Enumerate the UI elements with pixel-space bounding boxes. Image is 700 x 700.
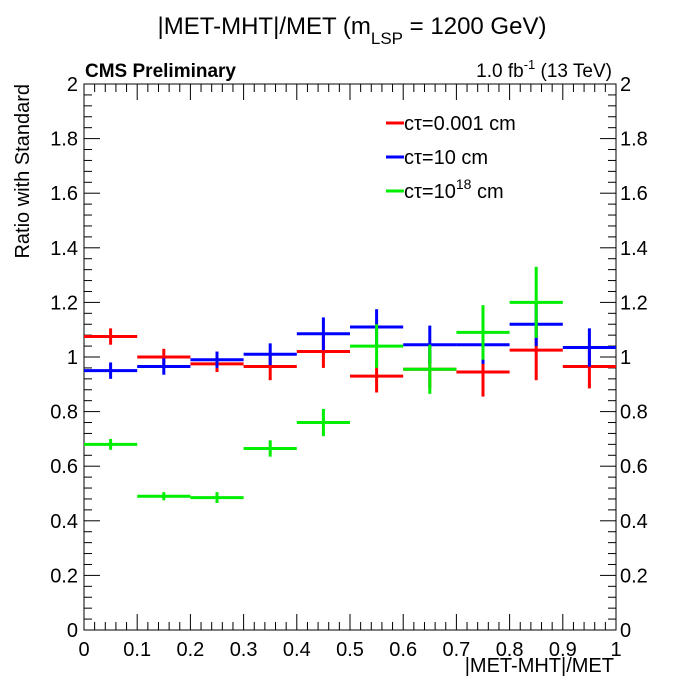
x-tick-label: 0	[78, 639, 89, 661]
y-tick-label: 2	[67, 74, 78, 96]
legend-label-series-2: cτ=10 cm	[404, 147, 488, 169]
y-tick-label-right: 0.6	[620, 456, 648, 478]
legend-label-series-3: cτ=1018 cm	[404, 176, 504, 203]
y-tick-label-right: 1.4	[620, 238, 648, 260]
series-1	[84, 320, 616, 397]
y-tick-label-right: 0.4	[620, 511, 648, 533]
x-tick-label: 0.3	[230, 639, 258, 661]
x-tick-label: 0.1	[123, 639, 151, 661]
chart-title: |MET-MHT|/MET (mLSP = 1200 GeV)	[158, 13, 547, 48]
y-tick-label: 1	[67, 347, 78, 369]
data-marks	[84, 266, 616, 504]
y-tick-label: 0.2	[50, 565, 78, 587]
legend-entry-series-3: cτ=1018 cm	[386, 176, 504, 203]
y-tick-label-right: 1.2	[620, 292, 648, 314]
x-tick-label: 0.6	[389, 639, 417, 661]
y-tick-label: 1.2	[50, 292, 78, 314]
luminosity-label: 1.0 fb-1 (13 TeV)	[476, 57, 612, 82]
cms-preliminary-label: CMS Preliminary	[85, 61, 236, 82]
x-axis-label: |MET-MHT|/MET	[465, 655, 614, 677]
y-tick-label: 0.6	[50, 456, 78, 478]
x-tick-label: 0.8	[496, 639, 524, 661]
x-tick-label: 0.2	[176, 639, 204, 661]
y-tick-label-right: 1	[620, 347, 631, 369]
y-tick-label: 1.8	[50, 129, 78, 151]
legend-entry-series-2: cτ=10 cm	[386, 147, 488, 169]
x-tick-label: 0.4	[283, 639, 311, 661]
legend-entry-series-1: cτ=0.001 cm	[386, 113, 516, 135]
y-tick-label: 1.6	[50, 183, 78, 205]
legend-label-series-1: cτ=0.001 cm	[404, 113, 516, 135]
y-tick-label-right: 0	[620, 620, 631, 642]
y-tick-label: 0	[67, 620, 78, 642]
y-tick-label-right: 1.8	[620, 129, 648, 151]
y-tick-label: 1.4	[50, 238, 78, 260]
series-3	[84, 266, 563, 504]
series-2	[84, 302, 616, 379]
x-tick-label: 0.5	[336, 639, 364, 661]
y-tick-label: 0.8	[50, 402, 78, 424]
x-tick-label: 1	[610, 639, 621, 661]
legend: cτ=0.001 cm cτ=10 cm cτ=1018 cm	[386, 113, 516, 203]
y-axis-label: Ratio with Standard	[12, 84, 34, 259]
y-tick-label-right: 2	[620, 74, 631, 96]
x-tick-label: 0.7	[442, 639, 470, 661]
y-tick-label-right: 0.2	[620, 565, 648, 587]
tick-labels: 0 0.1 0.2 0.3 0.4 0.5 0.6 0.7 0.8 0.9 10 00.2 0.20.4…	[50, 74, 648, 661]
y-tick-label: 0.4	[50, 511, 78, 533]
y-tick-label-right: 1.6	[620, 183, 648, 205]
y-tick-label-right: 0.8	[620, 402, 648, 424]
x-tick-label: 0.9	[549, 639, 577, 661]
